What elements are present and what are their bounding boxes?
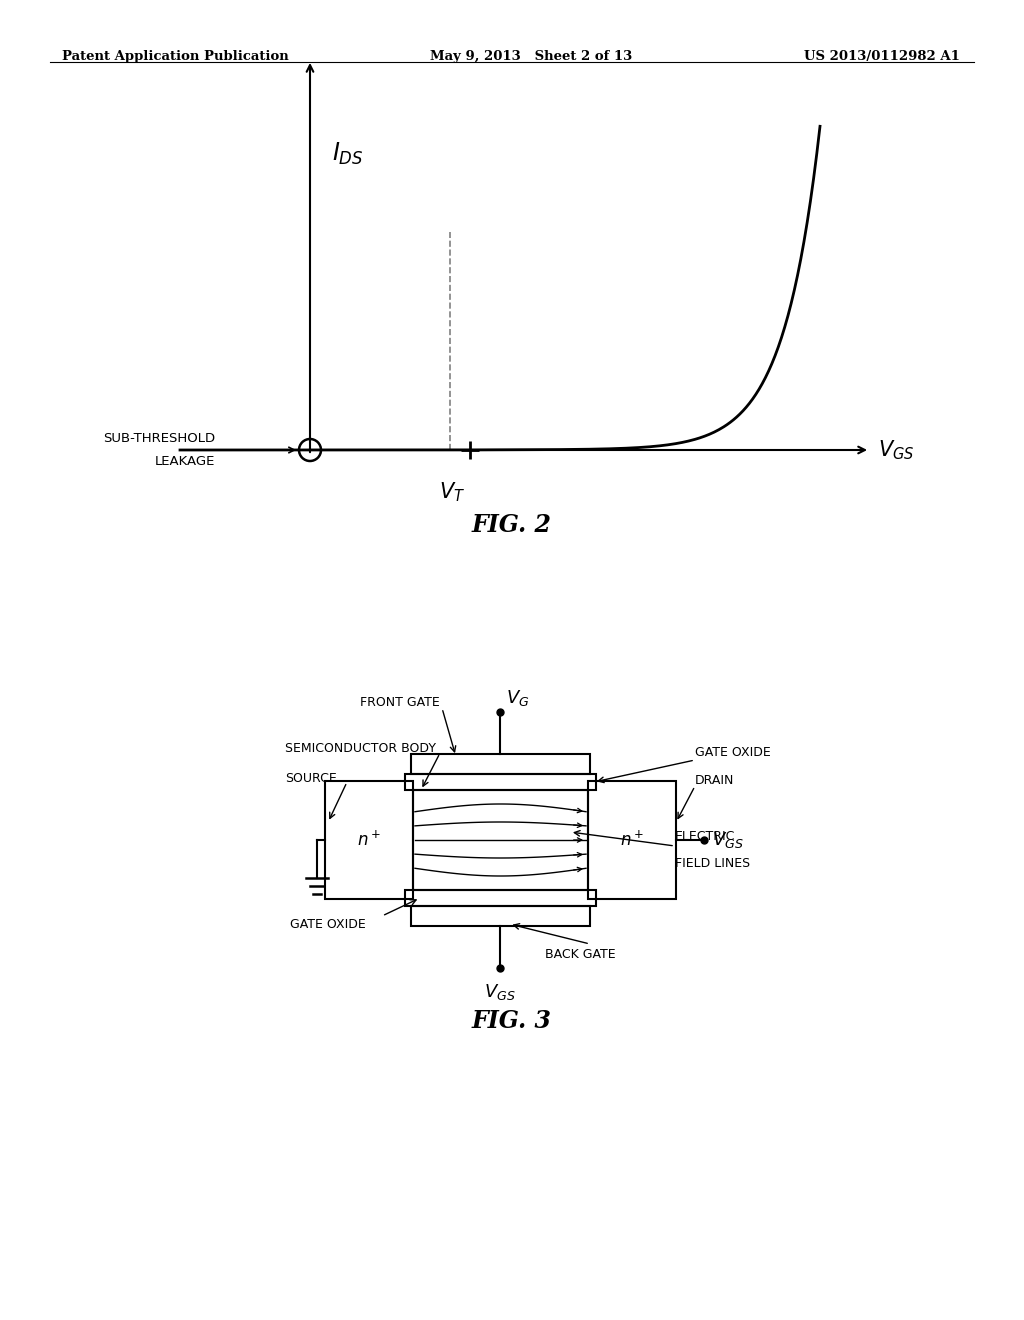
Bar <box>411 906 590 927</box>
Text: Patent Application Publication: Patent Application Publication <box>62 50 289 63</box>
Text: BACK GATE: BACK GATE <box>545 948 615 961</box>
Text: $V_T$: $V_T$ <box>439 480 465 504</box>
Text: DRAIN: DRAIN <box>695 774 734 787</box>
Text: SOURCE: SOURCE <box>285 771 337 784</box>
Text: $V_G$: $V_G$ <box>506 688 529 708</box>
Text: US 2013/0112982 A1: US 2013/0112982 A1 <box>804 50 961 63</box>
Bar <box>325 781 413 899</box>
Text: FIG. 3: FIG. 3 <box>472 1008 552 1034</box>
Bar <box>406 774 596 789</box>
Bar <box>588 781 676 899</box>
Text: FRONT GATE: FRONT GATE <box>360 696 440 709</box>
Text: GATE OXIDE: GATE OXIDE <box>695 746 771 759</box>
Text: $V_{GS}$: $V_{GS}$ <box>878 438 914 462</box>
Text: FIG. 2: FIG. 2 <box>472 513 552 537</box>
Bar <box>413 789 588 890</box>
Text: $n^+$: $n^+$ <box>357 830 381 850</box>
Text: $V_{GS}$: $V_{GS}$ <box>484 982 516 1002</box>
Text: $n^+$: $n^+$ <box>620 830 644 850</box>
Text: LEAKAGE: LEAKAGE <box>155 455 215 469</box>
Text: GATE OXIDE: GATE OXIDE <box>290 917 366 931</box>
Bar <box>406 890 596 906</box>
Text: ELECTRIC: ELECTRIC <box>675 830 735 843</box>
Text: $V_{GS}$: $V_{GS}$ <box>712 830 743 850</box>
Text: $I_{DS}$: $I_{DS}$ <box>332 140 364 166</box>
Text: SUB-THRESHOLD: SUB-THRESHOLD <box>102 432 215 445</box>
Text: FIELD LINES: FIELD LINES <box>675 857 751 870</box>
Text: May 9, 2013   Sheet 2 of 13: May 9, 2013 Sheet 2 of 13 <box>430 50 632 63</box>
Bar <box>411 754 590 774</box>
Text: SEMICONDUCTOR BODY: SEMICONDUCTOR BODY <box>285 742 436 755</box>
